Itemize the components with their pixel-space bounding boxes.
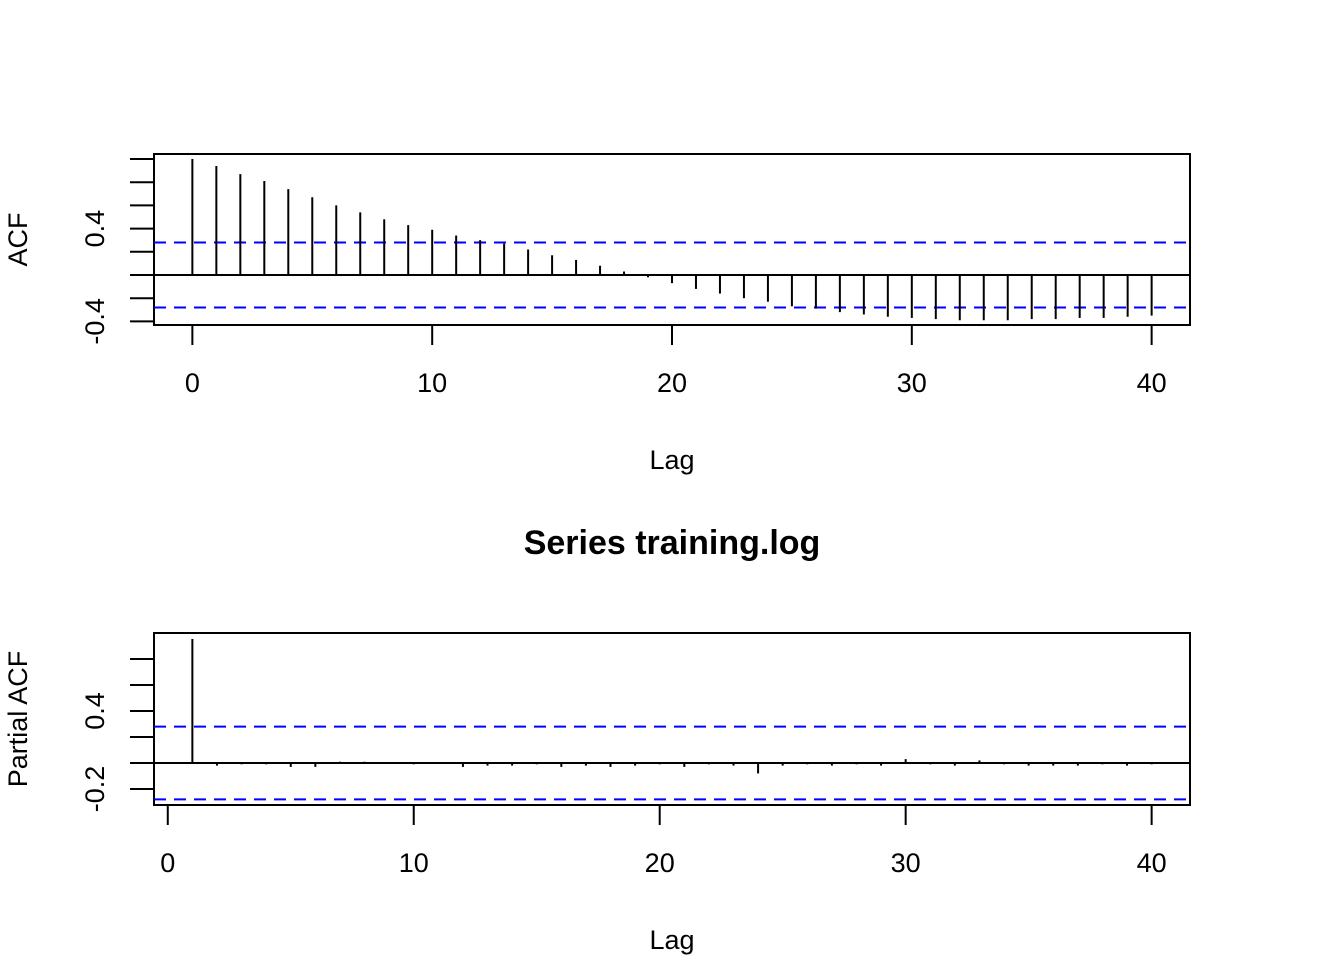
- plot-frame: [153, 153, 1191, 326]
- y-tick-label: 0.4: [80, 692, 110, 730]
- y-tick-label: 0.4: [80, 210, 110, 248]
- y-tick-label: -0.4: [80, 298, 110, 345]
- chart-title: Series training.log: [524, 524, 821, 562]
- x-tick-label: 40: [1137, 368, 1167, 398]
- y-tick-label: -0.2: [80, 766, 110, 813]
- x-tick-label: 10: [399, 848, 429, 878]
- x-tick-label: 30: [891, 848, 921, 878]
- x-tick-label: 30: [897, 368, 927, 398]
- y-axis-label: Partial ACF: [3, 651, 33, 788]
- x-tick-label: 0: [185, 368, 200, 398]
- x-tick-label: 20: [645, 848, 675, 878]
- x-axis-label: Lag: [649, 445, 694, 475]
- x-tick-label: 20: [657, 368, 687, 398]
- x-tick-label: 10: [417, 368, 447, 398]
- x-tick-label: 40: [1137, 848, 1167, 878]
- x-axis-label: Lag: [649, 925, 694, 955]
- x-tick-label: 0: [160, 848, 175, 878]
- y-axis-label: ACF: [3, 213, 33, 267]
- plot-frame: [153, 632, 1191, 806]
